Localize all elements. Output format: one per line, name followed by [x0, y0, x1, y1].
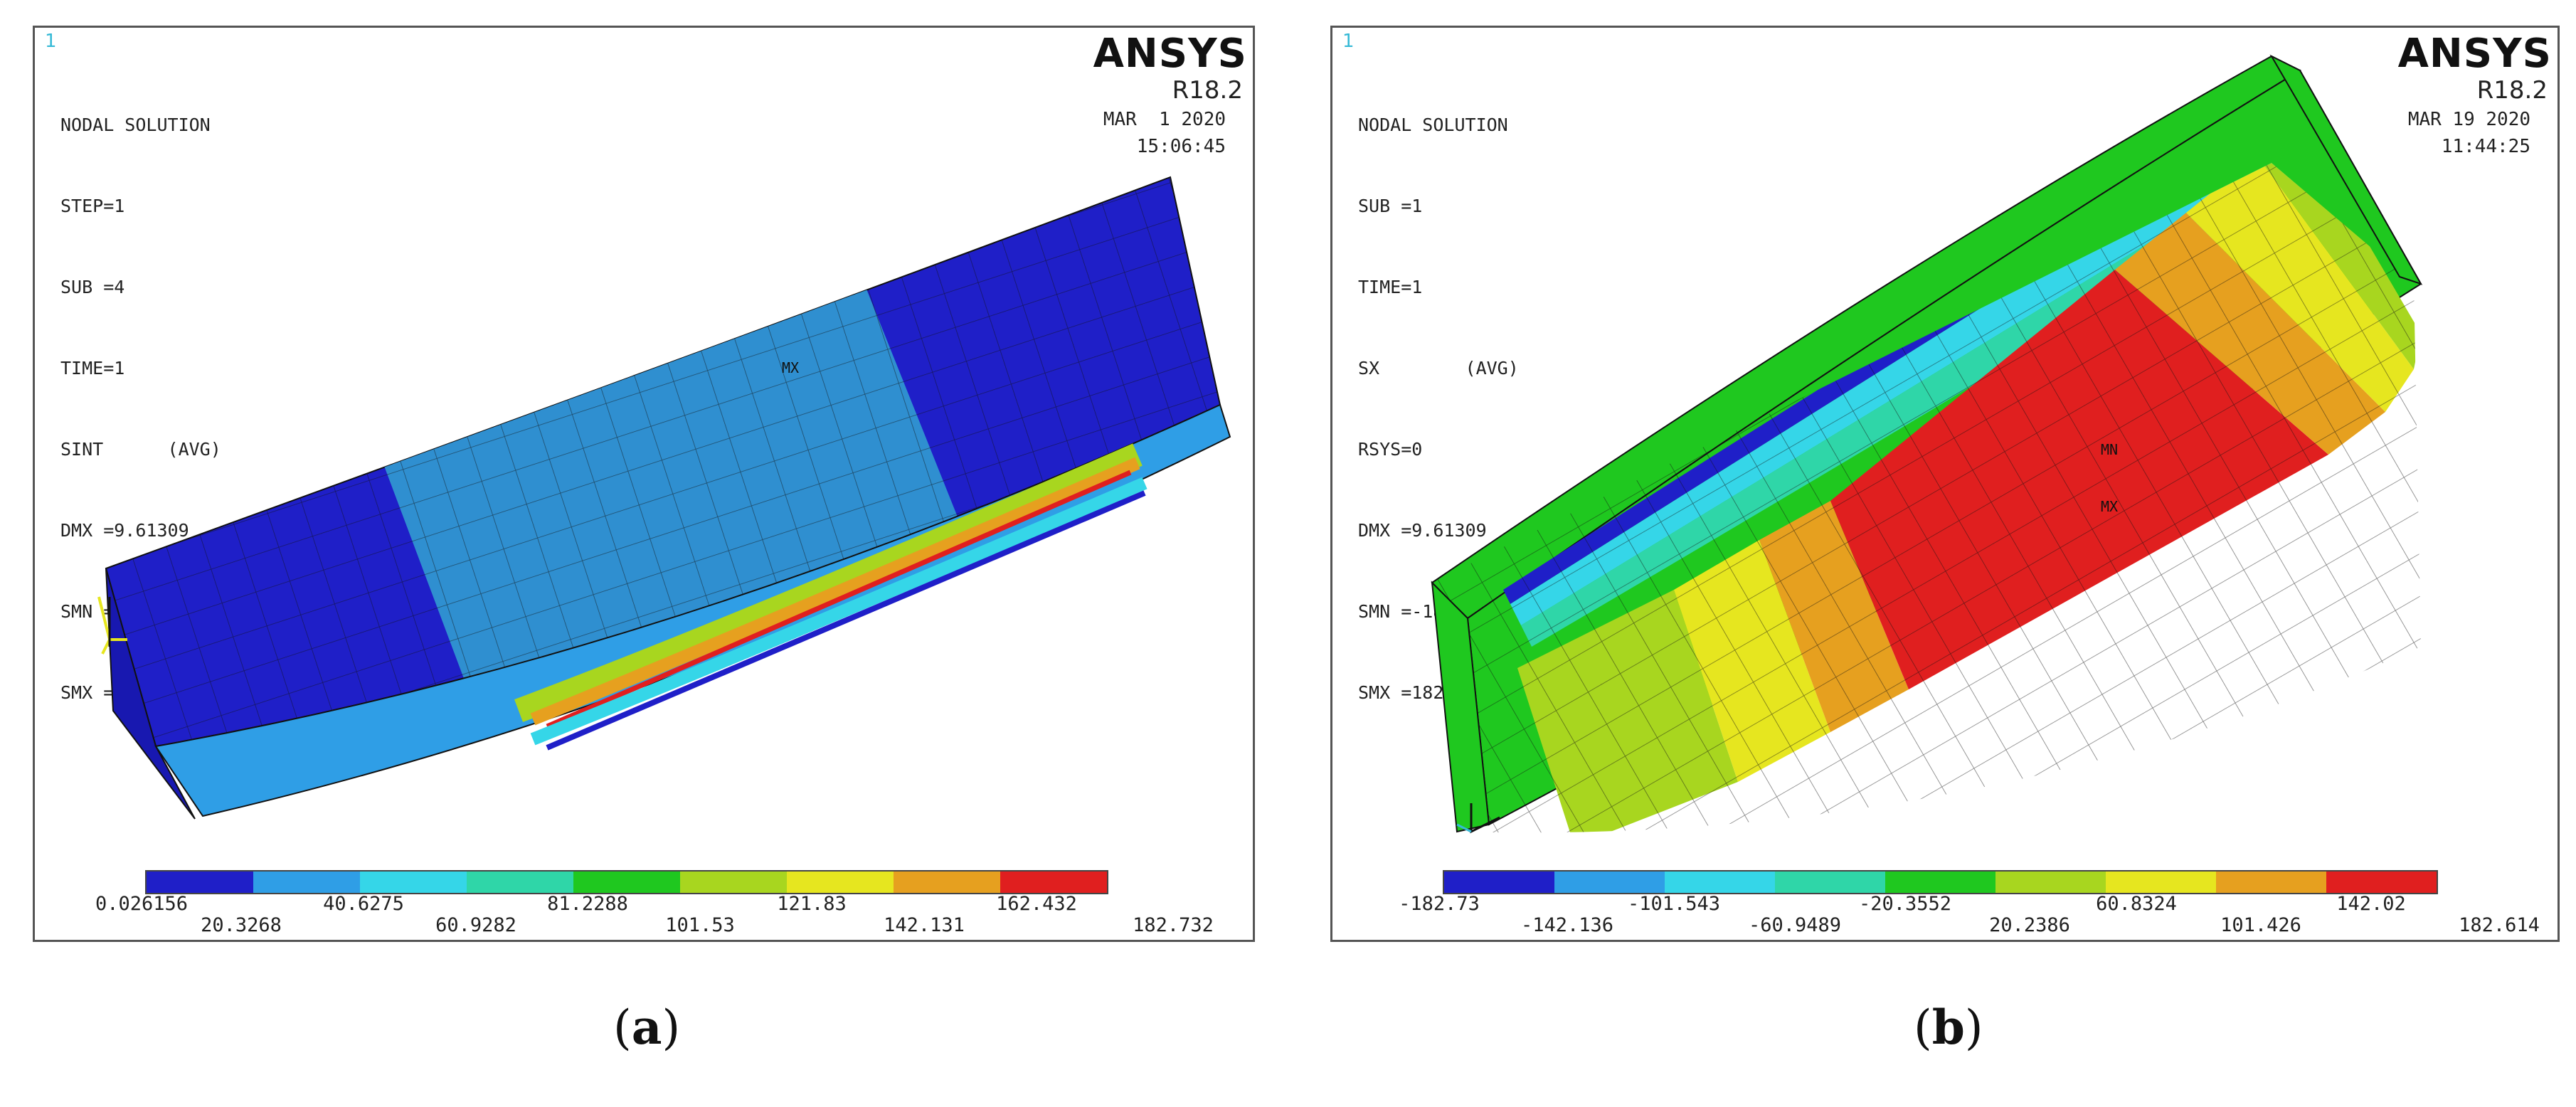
legend-value: 20.2386	[1989, 914, 2070, 936]
info-line: NODAL SOLUTION	[60, 115, 211, 135]
release-label: R18.2	[1172, 76, 1243, 105]
info-line: STEP=1	[60, 196, 125, 216]
mx-marker: MX	[2101, 498, 2118, 515]
legend-segment	[573, 872, 680, 893]
legend-segment	[253, 872, 360, 893]
legend-value: 60.9282	[435, 914, 516, 936]
date-label: MAR 19 2020	[2407, 109, 2530, 130]
legend-value: 101.53	[665, 914, 735, 936]
stress-band-cyan	[530, 477, 1147, 746]
info-line: DMX =9.61309	[60, 520, 189, 541]
info-line: SINT (AVG)	[60, 439, 221, 460]
legend-segment	[1554, 872, 1665, 893]
legend-value: -20.3552	[1858, 893, 1952, 915]
stress-band-yellow	[514, 443, 1143, 722]
figure-panel-a: 1 NODAL SOLUTION STEP=1 SUB =4 TIME=1 SI…	[33, 26, 1255, 942]
legend-segment	[1665, 872, 1775, 893]
legend-value: 142.131	[884, 914, 965, 936]
stress-band-orange	[530, 457, 1140, 726]
legend-value: 121.83	[777, 893, 847, 915]
legend-segment	[467, 872, 573, 893]
info-line: SUB =4	[60, 277, 125, 297]
legend-segment	[787, 872, 894, 893]
info-line: DMX =9.61309	[1358, 520, 1487, 541]
legend-value: -142.136	[1520, 914, 1614, 936]
legend-value: 40.6275	[323, 893, 404, 915]
time-label: 15:06:45	[1136, 136, 1226, 157]
color-legend-bar	[145, 870, 1108, 894]
beam-contour-plot: MX	[97, 176, 1231, 820]
ansys-logo: ANSYS	[2397, 31, 2552, 77]
legend-value: 182.732	[1133, 914, 1214, 936]
legend-segment	[1775, 872, 1885, 893]
legend-value: 60.8324	[2096, 893, 2177, 915]
release-label: R18.2	[2476, 76, 2548, 105]
legend-segment	[1885, 872, 1995, 893]
beam-contour-plot: MN MX	[1431, 54, 2423, 834]
legend-segment	[2216, 872, 2326, 893]
time-label: 11:44:25	[2441, 136, 2530, 157]
legend-value: 81.2288	[547, 893, 628, 915]
legend-segment	[2326, 872, 2437, 893]
timestamp: MAR 1 2020 15:06:45	[1103, 106, 1226, 160]
legend-segment	[680, 872, 787, 893]
beam-end-face	[2269, 54, 2423, 285]
info-line: NODAL SOLUTION	[1358, 115, 1508, 135]
window-number: 1	[45, 31, 57, 52]
legend-segment	[360, 872, 467, 893]
legend-segment	[894, 872, 1000, 893]
legend-value: 101.426	[2220, 914, 2301, 936]
color-legend-bar	[1443, 870, 2438, 894]
figure-panel-b: 1 NODAL SOLUTION SUB =1 TIME=1 SX (AVG) …	[1330, 26, 2560, 942]
info-line: SX (AVG)	[1358, 358, 1519, 378]
ansys-logo: ANSYS	[1093, 31, 1247, 77]
legend-segment	[147, 872, 253, 893]
legend-value: 20.3268	[201, 914, 282, 936]
info-line: TIME=1	[1358, 277, 1423, 297]
mx-marker: MX	[782, 359, 799, 376]
timestamp: MAR 19 2020 11:44:25	[2408, 106, 2530, 160]
legend-segment	[2106, 872, 2216, 893]
stress-band-red	[546, 470, 1132, 729]
legend-value: -60.9489	[1748, 914, 1842, 936]
legend-value: 182.614	[2459, 914, 2540, 936]
beam-front-face	[105, 568, 196, 820]
beam-bottom-face	[154, 403, 1231, 817]
mn-marker: MN	[2101, 441, 2118, 458]
legend-value: 162.432	[996, 893, 1077, 915]
legend-segment	[1000, 872, 1107, 893]
solution-info: NODAL SOLUTION STEP=1 SUB =4 TIME=1 SINT…	[60, 58, 221, 761]
legend-value: -182.73	[1399, 893, 1480, 915]
window-number: 1	[1342, 31, 1355, 52]
legend-value: 142.02	[2336, 893, 2406, 915]
info-line: RSYS=0	[1358, 439, 1423, 460]
beam-left-face	[1431, 581, 1490, 833]
stress-band-blue	[546, 490, 1146, 751]
info-line: SUB =1	[1358, 196, 1423, 216]
legend-value: -101.543	[1627, 893, 1721, 915]
caption-b: (b)	[1914, 1000, 1983, 1055]
legend-segment	[1995, 872, 2106, 893]
legend-value: 0.026156	[95, 893, 189, 915]
info-line: TIME=1	[60, 358, 125, 378]
legend-segment	[1444, 872, 1554, 893]
date-label: MAR 1 2020	[1103, 109, 1226, 130]
caption-a: (a)	[613, 1000, 681, 1055]
